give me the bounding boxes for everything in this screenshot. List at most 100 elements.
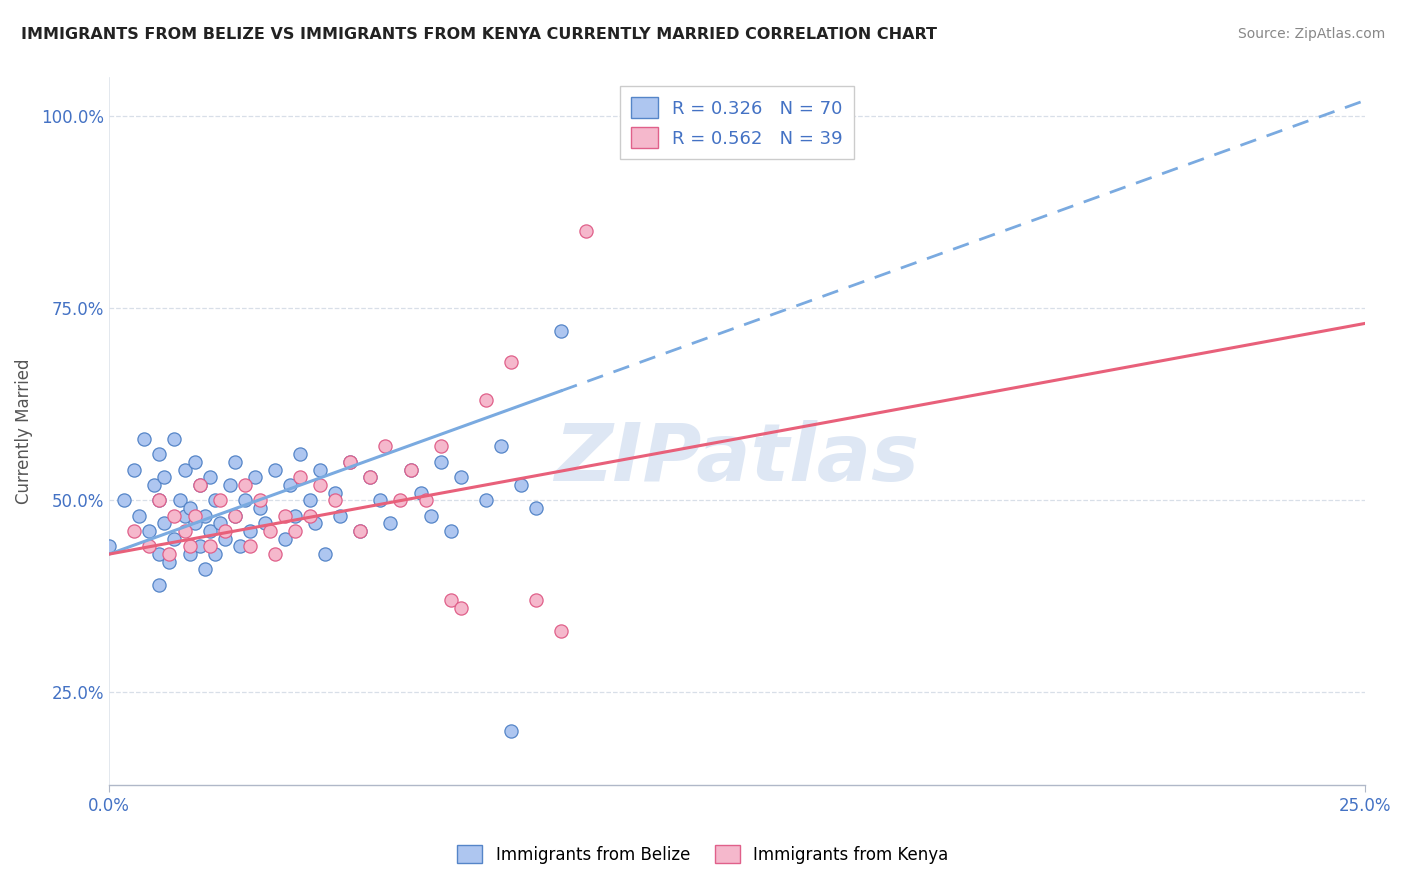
Point — [309, 462, 332, 476]
Point — [524, 593, 547, 607]
Point — [429, 455, 451, 469]
Point — [239, 540, 262, 554]
Point — [259, 524, 281, 538]
Point — [163, 432, 186, 446]
Point — [450, 601, 472, 615]
Point — [204, 547, 226, 561]
Point — [214, 524, 236, 538]
Point — [274, 532, 297, 546]
Point — [124, 462, 146, 476]
Point — [440, 593, 463, 607]
Point — [148, 493, 170, 508]
Point — [224, 508, 246, 523]
Text: Source: ZipAtlas.com: Source: ZipAtlas.com — [1237, 27, 1385, 41]
Point — [329, 508, 352, 523]
Text: IMMIGRANTS FROM BELIZE VS IMMIGRANTS FROM KENYA CURRENTLY MARRIED CORRELATION CH: IMMIGRANTS FROM BELIZE VS IMMIGRANTS FRO… — [21, 27, 936, 42]
Point — [399, 462, 422, 476]
Point — [239, 524, 262, 538]
Point — [134, 432, 156, 446]
Point — [112, 493, 135, 508]
Point — [288, 447, 311, 461]
Point — [409, 485, 432, 500]
Point — [499, 355, 522, 369]
Point — [169, 493, 191, 508]
Point — [173, 524, 195, 538]
Point — [188, 478, 211, 492]
Point — [194, 508, 217, 523]
Text: ZIPatlas: ZIPatlas — [554, 420, 920, 499]
Point — [264, 547, 287, 561]
Point — [179, 500, 201, 515]
Point — [153, 516, 176, 531]
Point — [399, 462, 422, 476]
Point — [208, 516, 231, 531]
Point — [349, 524, 371, 538]
Point — [204, 493, 226, 508]
Point — [284, 508, 307, 523]
Point — [510, 478, 533, 492]
Point — [143, 478, 166, 492]
Point — [419, 508, 441, 523]
Point — [370, 493, 392, 508]
Point — [278, 478, 301, 492]
Point — [339, 455, 361, 469]
Point — [489, 440, 512, 454]
Point — [138, 540, 160, 554]
Point — [243, 470, 266, 484]
Point — [198, 524, 221, 538]
Point — [128, 508, 150, 523]
Point — [249, 500, 271, 515]
Point — [314, 547, 336, 561]
Point — [229, 540, 252, 554]
Point — [253, 516, 276, 531]
Point — [224, 508, 246, 523]
Point — [359, 470, 381, 484]
Point — [194, 562, 217, 576]
Point — [359, 470, 381, 484]
Point — [233, 478, 256, 492]
Point — [218, 478, 240, 492]
Point — [429, 440, 451, 454]
Point — [374, 440, 396, 454]
Point — [163, 508, 186, 523]
Point — [148, 447, 170, 461]
Point — [183, 516, 205, 531]
Point — [148, 547, 170, 561]
Point — [550, 324, 572, 338]
Point — [299, 508, 322, 523]
Point — [198, 540, 221, 554]
Point — [183, 508, 205, 523]
Point — [179, 547, 201, 561]
Point — [98, 540, 121, 554]
Point — [499, 723, 522, 738]
Point — [183, 455, 205, 469]
Point — [575, 224, 598, 238]
Point — [148, 493, 170, 508]
Point — [323, 493, 346, 508]
Point — [380, 516, 402, 531]
Point — [415, 493, 437, 508]
Point — [159, 547, 181, 561]
Point — [339, 455, 361, 469]
Point — [153, 470, 176, 484]
Point — [173, 508, 195, 523]
Point — [188, 478, 211, 492]
Point — [475, 493, 498, 508]
Point — [524, 500, 547, 515]
Point — [198, 470, 221, 484]
Point — [208, 493, 231, 508]
Point — [124, 524, 146, 538]
Point — [233, 493, 256, 508]
Point — [389, 493, 412, 508]
Point — [159, 555, 181, 569]
Point — [249, 493, 271, 508]
Legend: Immigrants from Belize, Immigrants from Kenya: Immigrants from Belize, Immigrants from … — [451, 838, 955, 871]
Point — [138, 524, 160, 538]
Point — [274, 508, 297, 523]
Point — [179, 540, 201, 554]
Point — [264, 462, 287, 476]
Point — [288, 470, 311, 484]
Point — [475, 393, 498, 408]
Point — [299, 493, 322, 508]
Point — [304, 516, 326, 531]
